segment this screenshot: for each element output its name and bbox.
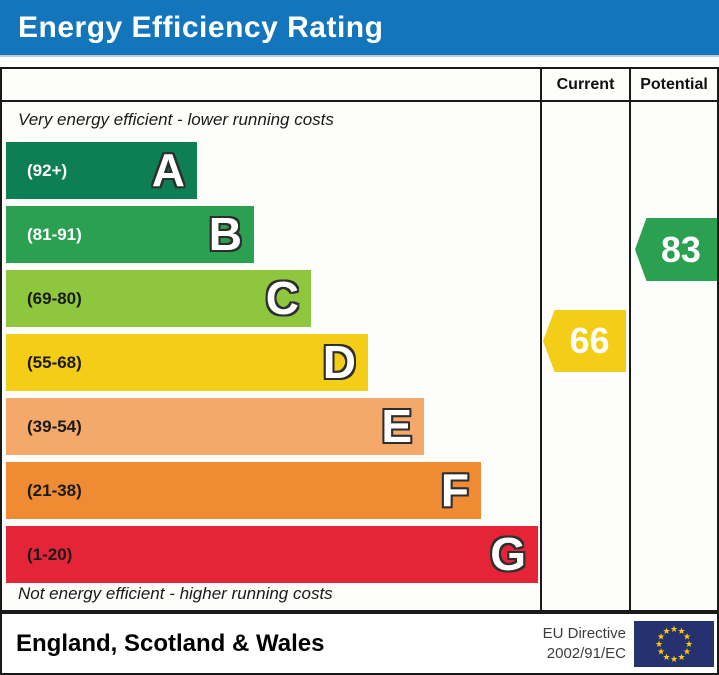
svg-text:★: ★	[683, 647, 691, 657]
band-list: (92+) A (81-91) B (69-80) C (55-68) D	[2, 102, 540, 610]
svg-text:★: ★	[655, 640, 663, 650]
eu-directive-line2: 2002/91/EC	[546, 644, 626, 662]
rating-band-b: (81-91) B	[6, 206, 254, 263]
eu-directive-label: EU Directive 2002/91/EC	[543, 624, 634, 663]
title-bar: Energy Efficiency Rating	[0, 0, 719, 57]
note-very-efficient: Very energy efficient - lower running co…	[18, 110, 334, 129]
band-range-label: (21-38)	[27, 480, 82, 500]
band-letter: G	[490, 527, 526, 580]
svg-text:★: ★	[677, 653, 685, 663]
column-header-current: Current	[540, 69, 629, 100]
rating-band-e: (39-54) E	[6, 398, 424, 455]
eu-flag-field	[634, 620, 714, 667]
svg-text:★: ★	[657, 647, 665, 657]
eu-flag-stars: ★ ★ ★ ★ ★ ★ ★ ★ ★ ★ ★ ★	[655, 625, 693, 665]
band-letter: C	[265, 271, 299, 324]
band-range-label: (81-91)	[27, 224, 82, 244]
svg-text:★: ★	[677, 627, 685, 637]
note-not-efficient: Not energy efficient - higher running co…	[18, 584, 333, 603]
bands-chart-cell: Very energy efficient - lower running co…	[2, 102, 540, 610]
current-rating-value: 66	[569, 320, 610, 361]
table-header-row: Current Potential	[2, 69, 717, 102]
column-header-potential: Potential	[629, 69, 717, 100]
rating-band-f: (21-38) F	[6, 462, 481, 519]
current-rating-tag: 66	[543, 310, 626, 372]
rating-band-g: (1-20) G	[6, 526, 538, 583]
rating-table: Current Potential Very energy efficient …	[0, 67, 719, 612]
eu-directive-line1: EU Directive	[542, 625, 626, 642]
band-range-label: (55-68)	[27, 352, 82, 372]
band-range-label: (69-80)	[27, 288, 82, 308]
rating-band-c: (69-80) C	[6, 270, 311, 327]
band-range-label: (1-20)	[27, 544, 73, 564]
table-body-row: Very energy efficient - lower running co…	[2, 102, 717, 610]
band-range-label: (92+)	[27, 160, 68, 180]
svg-text:★: ★	[670, 655, 678, 665]
svg-text:★: ★	[657, 632, 665, 642]
band-letter: B	[208, 207, 242, 260]
band-range-label: (39-54)	[27, 416, 82, 436]
svg-text:★: ★	[662, 627, 670, 637]
region-label: England, Scotland & Wales	[16, 629, 325, 657]
band-letter: D	[322, 335, 356, 388]
svg-text:★: ★	[670, 625, 678, 635]
svg-text:★: ★	[662, 653, 670, 663]
footer-bar: England, Scotland & Wales EU Directive 2…	[0, 612, 719, 675]
svg-text:★: ★	[683, 632, 691, 642]
potential-column-cell: 83	[629, 102, 717, 610]
potential-rating-value: 83	[660, 228, 701, 270]
current-column-cell: 66	[540, 102, 629, 610]
eu-flag-icon: ★ ★ ★ ★ ★ ★ ★ ★ ★ ★ ★ ★	[634, 620, 714, 667]
rating-band-a: (92+) A	[6, 142, 197, 199]
page-title: Energy Efficiency Rating	[18, 10, 384, 44]
band-letter: F	[440, 463, 469, 516]
rating-band-d: (55-68) D	[6, 334, 368, 391]
svg-text:★: ★	[685, 640, 693, 650]
header-spacer-cell	[2, 69, 540, 100]
band-letter: E	[381, 399, 412, 452]
potential-rating-tag: 83	[635, 218, 717, 281]
band-letter: A	[151, 143, 185, 196]
